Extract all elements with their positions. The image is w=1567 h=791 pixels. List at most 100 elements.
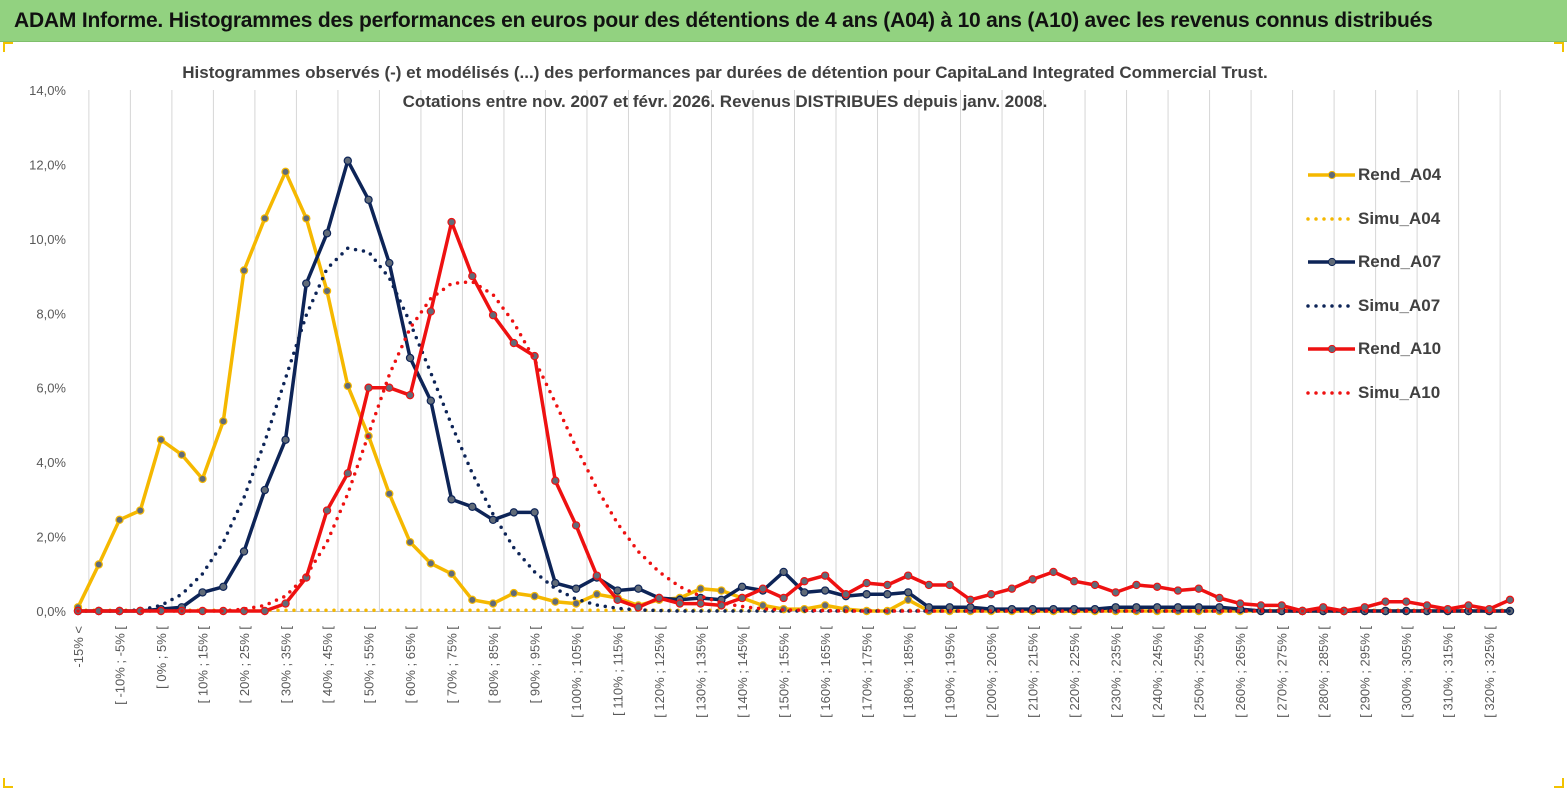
frame-corner-top-left bbox=[3, 42, 13, 44]
legend-swatch bbox=[1306, 303, 1355, 308]
data-point-rend-a04 bbox=[177, 450, 186, 459]
legend-label: Rend_A04 bbox=[1358, 165, 1442, 184]
x-tick-label: [ 180% ; 185% [ bbox=[901, 626, 916, 718]
data-point-rend-a10 bbox=[1111, 588, 1120, 597]
data-point-rend-a10 bbox=[696, 599, 705, 608]
y-tick-label: 2,0% bbox=[36, 530, 66, 545]
data-point-rend-a07 bbox=[260, 485, 269, 495]
data-point-rend-a07 bbox=[571, 584, 581, 593]
x-tick-label: [ 80% ; 85% [ bbox=[486, 626, 501, 704]
x-tick-label: [ 110% ; 115% [ bbox=[611, 626, 626, 716]
x-tick-label: [ 60% ; 65% [ bbox=[403, 626, 418, 704]
x-tick-label: [ 190% ; 195% [ bbox=[943, 626, 958, 718]
legend-label: Simu_A04 bbox=[1358, 208, 1441, 228]
data-point-rend-a07 bbox=[447, 495, 456, 504]
data-point-rend-a07 bbox=[198, 588, 207, 597]
data-point-rend-a10 bbox=[426, 307, 436, 316]
legend-item: Rend_A10 bbox=[1305, 334, 1505, 364]
data-point-rend-a10 bbox=[1505, 595, 1515, 605]
data-point-rend-a07 bbox=[385, 258, 394, 268]
data-point-rend-a10 bbox=[737, 593, 747, 603]
data-point-rend-a10 bbox=[1215, 593, 1224, 603]
x-tick-label: [ 300% ; 305% [ bbox=[1399, 626, 1414, 718]
x-tick-label: [ 260% ; 265% [ bbox=[1233, 626, 1248, 718]
data-point-rend-a10 bbox=[385, 383, 394, 392]
data-point-rend-a10 bbox=[343, 469, 352, 478]
legend-marker bbox=[1327, 344, 1337, 354]
legend-label: Simu_A10 bbox=[1358, 382, 1441, 402]
data-point-rend-a10 bbox=[675, 599, 685, 608]
data-point-rend-a04 bbox=[94, 560, 103, 569]
data-point-rend-a04 bbox=[903, 595, 913, 605]
x-tick-label: [ 140% ; 145% [ bbox=[735, 626, 750, 718]
data-point-rend-a07 bbox=[1173, 603, 1183, 612]
data-point-rend-a04 bbox=[468, 595, 477, 605]
report-banner: ADAM Informe. Histogrammes des performan… bbox=[0, 0, 1567, 42]
legend-swatch bbox=[1306, 216, 1355, 221]
data-point-rend-a07 bbox=[364, 195, 373, 204]
data-point-rend-a07 bbox=[779, 567, 788, 577]
data-point-rend-a10 bbox=[1007, 584, 1017, 593]
frame-corner-bottom-right bbox=[1554, 786, 1564, 788]
data-point-rend-a04 bbox=[696, 584, 705, 593]
data-point-rend-a10 bbox=[1152, 582, 1162, 592]
data-point-rend-a07 bbox=[281, 435, 290, 445]
data-point-rend-a04 bbox=[385, 489, 394, 498]
x-tick-label: [ 210% ; 215% [ bbox=[1026, 626, 1041, 718]
data-point-rend-a07 bbox=[1132, 603, 1141, 612]
frame-corner-bottom-right-v bbox=[1562, 778, 1564, 788]
x-tick-label: [ 320% ; 325% [ bbox=[1482, 626, 1497, 718]
x-tick-label: [ 0% ; 5% [ bbox=[154, 626, 169, 689]
legend-item: Simu_A07 bbox=[1305, 291, 1505, 321]
data-point-rend-a07 bbox=[883, 590, 892, 599]
series-line-rend-a10 bbox=[78, 220, 1511, 613]
chart-legend: Rend_A04 Simu_A04 Rend_A07 Simu_A07 Rend_A10… bbox=[1305, 160, 1505, 420]
data-point-rend-a07 bbox=[426, 396, 436, 405]
data-point-rend-a07 bbox=[405, 353, 415, 363]
data-point-rend-a10 bbox=[1049, 567, 1058, 577]
data-point-rend-a10 bbox=[966, 595, 975, 605]
x-tick-label: [ 90% ; 95% [ bbox=[528, 626, 543, 704]
data-point-rend-a04 bbox=[447, 569, 456, 578]
data-point-rend-a10 bbox=[1069, 577, 1079, 586]
x-tick-label: [ 230% ; 235% [ bbox=[1109, 626, 1124, 718]
data-point-rend-a10 bbox=[1422, 601, 1432, 610]
data-point-rend-a10 bbox=[1277, 601, 1286, 610]
data-point-rend-a07 bbox=[634, 584, 643, 593]
data-point-rend-a10 bbox=[1381, 597, 1390, 606]
data-point-rend-a07 bbox=[530, 508, 539, 517]
data-point-rend-a10 bbox=[592, 571, 602, 580]
data-point-rend-a07 bbox=[737, 582, 747, 592]
data-point-rend-a04 bbox=[592, 590, 602, 599]
data-point-rend-a04 bbox=[219, 417, 228, 426]
data-point-rend-a07 bbox=[551, 578, 560, 588]
data-point-rend-a10 bbox=[613, 595, 622, 605]
data-point-rend-a10 bbox=[1360, 603, 1369, 612]
data-point-rend-a10 bbox=[571, 521, 581, 530]
x-tick-label: [ 200% ; 205% [ bbox=[984, 626, 999, 718]
legend-label: Rend_A07 bbox=[1358, 252, 1442, 271]
x-tick-label: [ 40% ; 45% [ bbox=[320, 626, 335, 704]
data-point-rend-a04 bbox=[509, 588, 519, 598]
y-tick-label: 14,0% bbox=[29, 83, 66, 98]
frame-corner-bottom-left bbox=[3, 786, 13, 788]
data-point-rend-a10 bbox=[1256, 601, 1266, 610]
data-point-rend-a07 bbox=[800, 588, 809, 597]
legend-label: Simu_A07 bbox=[1358, 295, 1441, 315]
legend-swatch bbox=[1308, 344, 1355, 354]
data-point-rend-a07 bbox=[343, 156, 352, 165]
data-point-rend-a10 bbox=[281, 599, 290, 608]
data-point-rend-a10 bbox=[903, 571, 913, 580]
data-point-rend-a04 bbox=[260, 214, 269, 223]
data-point-rend-a04 bbox=[302, 214, 311, 223]
legend-swatch bbox=[1306, 390, 1355, 395]
data-point-rend-a10 bbox=[468, 271, 477, 281]
chart-area bbox=[3, 42, 1564, 788]
x-tick-label: [ 170% ; 175% [ bbox=[860, 626, 875, 718]
legend-item: Rend_A04 bbox=[1305, 160, 1505, 190]
data-point-rend-a07 bbox=[322, 229, 332, 238]
x-tick-label: [ 290% ; 295% [ bbox=[1358, 626, 1373, 718]
data-point-rend-a10 bbox=[1194, 584, 1203, 593]
data-point-rend-a10 bbox=[758, 584, 768, 593]
data-point-rend-a10 bbox=[883, 580, 892, 590]
